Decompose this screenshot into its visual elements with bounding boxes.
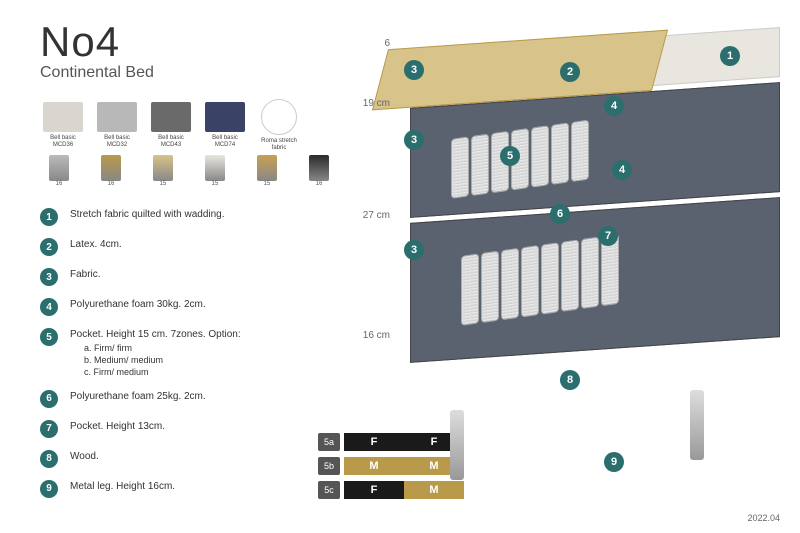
bed-leg xyxy=(690,390,704,460)
leg-icon xyxy=(205,155,225,181)
material-text: Latex. 4cm. xyxy=(70,238,122,252)
firmness-badge: 5a xyxy=(318,433,340,451)
bed-cutaway-illustration xyxy=(380,40,780,470)
material-text: Metal leg. Height 16cm. xyxy=(70,480,175,494)
swatch: Roma stretch fabric xyxy=(256,102,302,151)
date-label: 2022.04 xyxy=(747,513,780,523)
swatch-color xyxy=(205,102,245,132)
material-row: 1 Stretch fabric quilted with wadding. xyxy=(40,208,330,226)
material-number-icon: 3 xyxy=(40,268,58,286)
swatch: Bell basic MCD32 xyxy=(94,102,140,151)
swatch-color xyxy=(151,102,191,132)
leg-height: 15 xyxy=(196,181,234,187)
fabric-swatches: Bell basic MCD36 Bell basic MCD32 Bell bas… xyxy=(40,102,302,151)
leg-option: 15 xyxy=(144,155,182,187)
material-row: 3 Fabric. xyxy=(40,268,330,286)
material-row: 8 Wood. xyxy=(40,450,330,468)
material-number-icon: 1 xyxy=(40,208,58,226)
material-sub: b. Medium/ medium xyxy=(84,354,241,366)
leg-height: 15 xyxy=(248,181,286,187)
material-row: 9 Metal leg. Height 16cm. xyxy=(40,480,330,498)
leg-icon xyxy=(49,155,69,181)
callout-marker: 1 xyxy=(720,46,740,66)
material-number-icon: 4 xyxy=(40,298,58,316)
material-number-icon: 5 xyxy=(40,328,58,346)
material-text: Polyurethane foam 25kg. 2cm. xyxy=(70,390,206,404)
leg-icon xyxy=(257,155,277,181)
swatch-label: Bell basic MCD32 xyxy=(94,135,140,148)
callout-marker: 8 xyxy=(560,370,580,390)
swatch-color xyxy=(261,99,297,135)
material-number-icon: 9 xyxy=(40,480,58,498)
firmness-right: M xyxy=(404,481,464,499)
bed-leg xyxy=(450,410,464,480)
callout-marker: 3 xyxy=(404,130,424,150)
material-sub: c. Firm/ medium xyxy=(84,366,241,378)
product-subtitle: Continental Bed xyxy=(40,64,154,82)
callout-marker: 5 xyxy=(500,146,520,166)
leg-option: 16 xyxy=(300,155,338,187)
callout-marker: 9 xyxy=(604,452,624,472)
material-number-icon: 8 xyxy=(40,450,58,468)
dimension-label: 6 xyxy=(350,38,390,49)
base-layer xyxy=(410,197,780,363)
material-text: Pocket. Height 15 cm. 7zones. Option:a. … xyxy=(70,328,241,378)
leg-icon xyxy=(309,155,329,181)
swatch-label: Roma stretch fabric xyxy=(256,138,302,151)
swatch-label: Bell basic MCD36 xyxy=(40,135,86,148)
swatch: Bell basic MCD36 xyxy=(40,102,86,151)
material-row: 2 Latex. 4cm. xyxy=(40,238,330,256)
swatch-color xyxy=(97,102,137,132)
material-text: Fabric. xyxy=(70,268,101,282)
material-sub: a. Firm/ firm xyxy=(84,342,241,354)
dimension-label: 16 cm xyxy=(350,330,390,341)
callout-marker: 3 xyxy=(404,240,424,260)
leg-option: 15 xyxy=(248,155,286,187)
product-title: No4 xyxy=(40,18,154,66)
material-number-icon: 7 xyxy=(40,420,58,438)
dimension-label: 19 cm xyxy=(350,98,390,109)
material-row: 7 Pocket. Height 13cm. xyxy=(40,420,330,438)
callout-marker: 4 xyxy=(604,96,624,116)
leg-icon xyxy=(101,155,121,181)
leg-icon xyxy=(153,155,173,181)
callout-marker: 4 xyxy=(612,160,632,180)
material-text: Wood. xyxy=(70,450,99,464)
material-row: 5 Pocket. Height 15 cm. 7zones. Option:a.… xyxy=(40,328,330,378)
callout-marker: 3 xyxy=(404,60,424,80)
leg-option: 15 xyxy=(196,155,234,187)
leg-height: 15 xyxy=(144,181,182,187)
leg-height: 16 xyxy=(300,181,338,187)
firmness-left: F xyxy=(344,481,404,499)
leg-options: 16 16 15 15 15 16 xyxy=(40,155,338,187)
callout-marker: 7 xyxy=(598,226,618,246)
material-text: Stretch fabric quilted with wadding. xyxy=(70,208,225,222)
callout-marker: 2 xyxy=(560,62,580,82)
material-row: 6 Polyurethane foam 25kg. 2cm. xyxy=(40,390,330,408)
swatch: Bell basic MCD43 xyxy=(148,102,194,151)
dimension-label: 27 cm xyxy=(350,210,390,221)
leg-option: 16 xyxy=(92,155,130,187)
firmness-row: 5cFM xyxy=(318,480,464,500)
firmness-badge: 5b xyxy=(318,457,340,475)
firmness-badge: 5c xyxy=(318,481,340,499)
material-number-icon: 6 xyxy=(40,390,58,408)
header: No4 Continental Bed xyxy=(40,18,154,82)
swatch-color xyxy=(43,102,83,132)
leg-height: 16 xyxy=(92,181,130,187)
material-text: Polyurethane foam 30kg. 2cm. xyxy=(70,298,206,312)
material-text: Pocket. Height 13cm. xyxy=(70,420,165,434)
swatch-label: Bell basic MCD74 xyxy=(202,135,248,148)
material-row: 4 Polyurethane foam 30kg. 2cm. xyxy=(40,298,330,316)
leg-option: 16 xyxy=(40,155,78,187)
swatch: Bell basic MCD74 xyxy=(202,102,248,151)
leg-height: 16 xyxy=(40,181,78,187)
materials-list: 1 Stretch fabric quilted with wadding. 2 La… xyxy=(40,208,330,510)
material-number-icon: 2 xyxy=(40,238,58,256)
callout-marker: 6 xyxy=(550,204,570,224)
swatch-label: Bell basic MCD43 xyxy=(148,135,194,148)
